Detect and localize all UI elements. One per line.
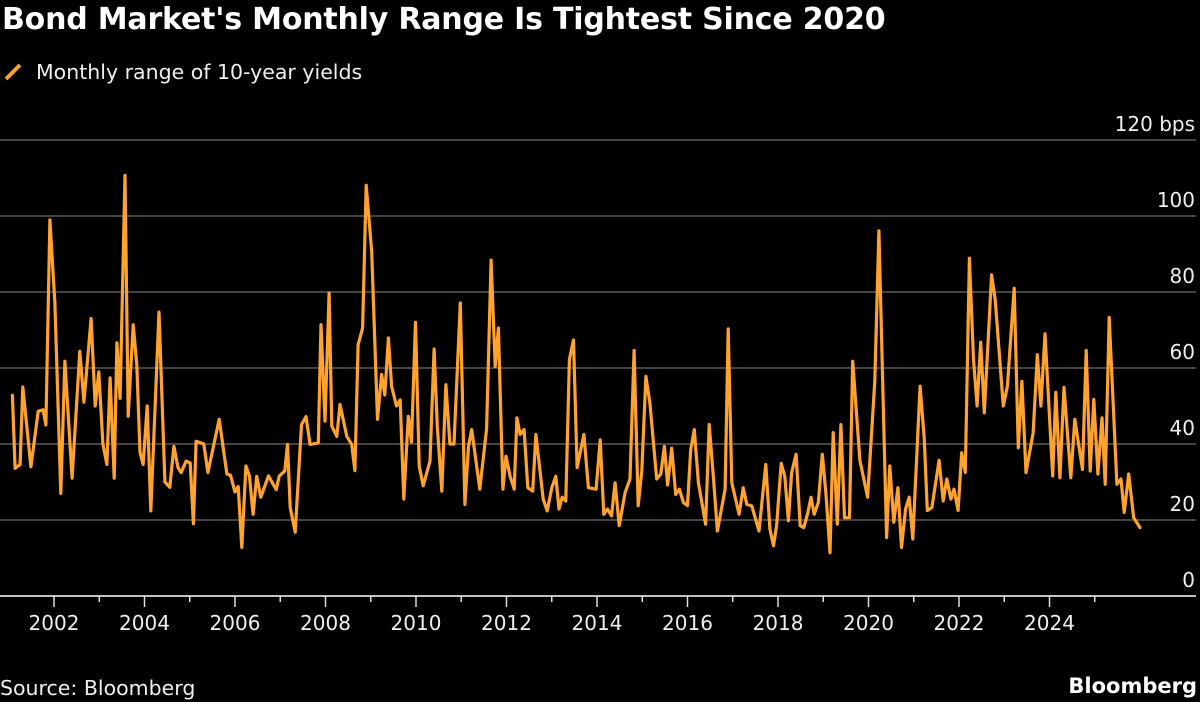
bloomberg-logo: Bloomberg (1068, 674, 1197, 698)
x-tick-label: 2024 (1024, 611, 1075, 635)
x-tick-label: 2016 (662, 611, 713, 635)
legend-line-icon (4, 63, 22, 81)
x-tick-label: 2008 (300, 611, 351, 635)
series-layer (10, 173, 1142, 555)
x-axis: 2002 2004 2006 2008 2010 2012 2014 2016 2018 2020… (0, 595, 1196, 635)
y-tick-label: 60 (1170, 340, 1195, 364)
y-tick-label: 120 bps (1115, 112, 1195, 136)
x-tick-label: 2018 (753, 611, 804, 635)
x-tick-label: 2012 (481, 611, 532, 635)
x-tick-label: 2022 (934, 611, 985, 635)
legend-label: Monthly range of 10-year yields (36, 60, 363, 84)
y-tick-label: 20 (1170, 492, 1195, 516)
chart-title: Bond Market's Monthly Range Is Tightest … (2, 2, 886, 37)
x-tick-label: 2002 (29, 611, 80, 635)
source-note: Source: Bloomberg (0, 676, 196, 700)
gridlines (0, 139, 1196, 521)
y-tick-label: 0 (1182, 568, 1195, 592)
series-line-monthly-range (10, 173, 1142, 555)
x-tick-label: 2020 (843, 611, 894, 635)
legend: Monthly range of 10-year yields (4, 60, 362, 84)
y-axis-labels: 0 20 40 60 80 100 120 bps (1115, 112, 1195, 592)
y-tick-label: 100 (1157, 188, 1195, 212)
x-tick-label: 2014 (572, 611, 623, 635)
x-tick-label: 2006 (210, 611, 261, 635)
y-tick-label: 80 (1170, 264, 1195, 288)
x-tick-label: 2004 (119, 611, 170, 635)
x-tick-label: 2010 (391, 611, 442, 635)
y-tick-label: 40 (1170, 416, 1195, 440)
